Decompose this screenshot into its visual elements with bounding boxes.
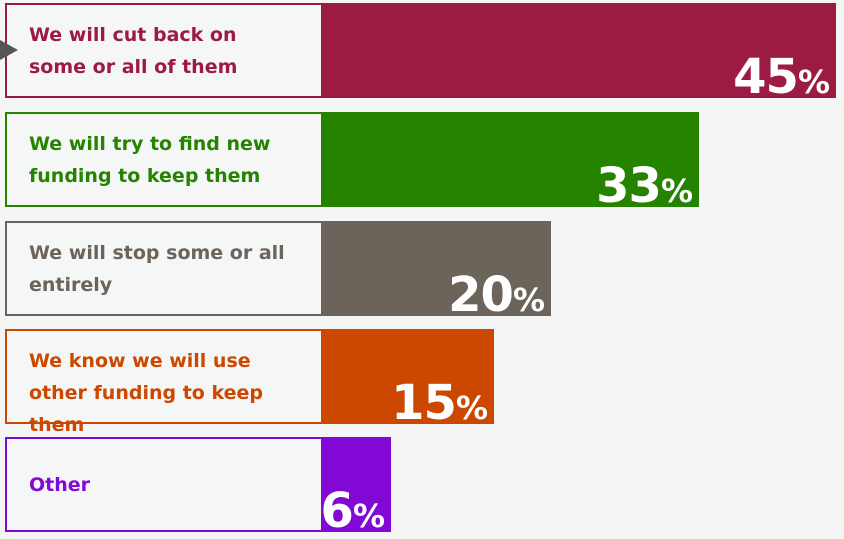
category-label: We will stop some or all entirely	[29, 242, 285, 296]
data-label-unit: %	[352, 497, 385, 535]
data-label: 45%	[733, 53, 830, 101]
category-label: We will try to find new funding to keep …	[29, 133, 271, 187]
category-label-box: Other	[5, 437, 323, 532]
pointer-arrow-icon	[0, 40, 18, 60]
category-label-box: We know we will use other funding to kee…	[5, 329, 323, 436]
category-label-box: We will stop some or all entirely	[5, 221, 323, 316]
bar: 20%	[323, 221, 551, 319]
data-label-unit: %	[797, 63, 830, 101]
data-label-value: 15	[391, 375, 457, 431]
bar-row: 20% We will stop some or all entirely	[5, 221, 836, 319]
data-label-value: 45	[733, 49, 799, 105]
data-label-value: 6	[320, 483, 354, 539]
bar-row: 33% We will try to find new funding to ke…	[5, 112, 836, 210]
data-label: 20%	[448, 271, 545, 319]
bar: 15%	[323, 329, 494, 427]
data-label-unit: %	[455, 389, 488, 427]
category-label-box: We will try to find new funding to keep …	[5, 112, 323, 207]
data-label: 6%	[321, 487, 385, 535]
category-label-box: We will cut back on some or all of them	[5, 3, 323, 98]
data-label: 15%	[391, 379, 488, 427]
bar: 6%	[321, 437, 391, 535]
category-label: We will cut back on some or all of them	[29, 24, 238, 78]
data-label-value: 20	[448, 267, 514, 323]
bar: 33%	[323, 112, 699, 210]
data-label-unit: %	[660, 172, 693, 210]
bar-row: 45% We will cut back on some or all of th…	[5, 3, 836, 101]
category-label: Other	[29, 474, 91, 496]
bar-row: 15% We know we will use other funding to …	[5, 329, 836, 436]
bar: 45%	[323, 3, 836, 101]
data-label-unit: %	[512, 281, 545, 319]
data-label-value: 33	[596, 158, 662, 214]
bar-row: 6% Other	[5, 437, 836, 535]
category-label: We know we will use other funding to kee…	[29, 350, 263, 436]
data-label: 33%	[596, 162, 693, 210]
